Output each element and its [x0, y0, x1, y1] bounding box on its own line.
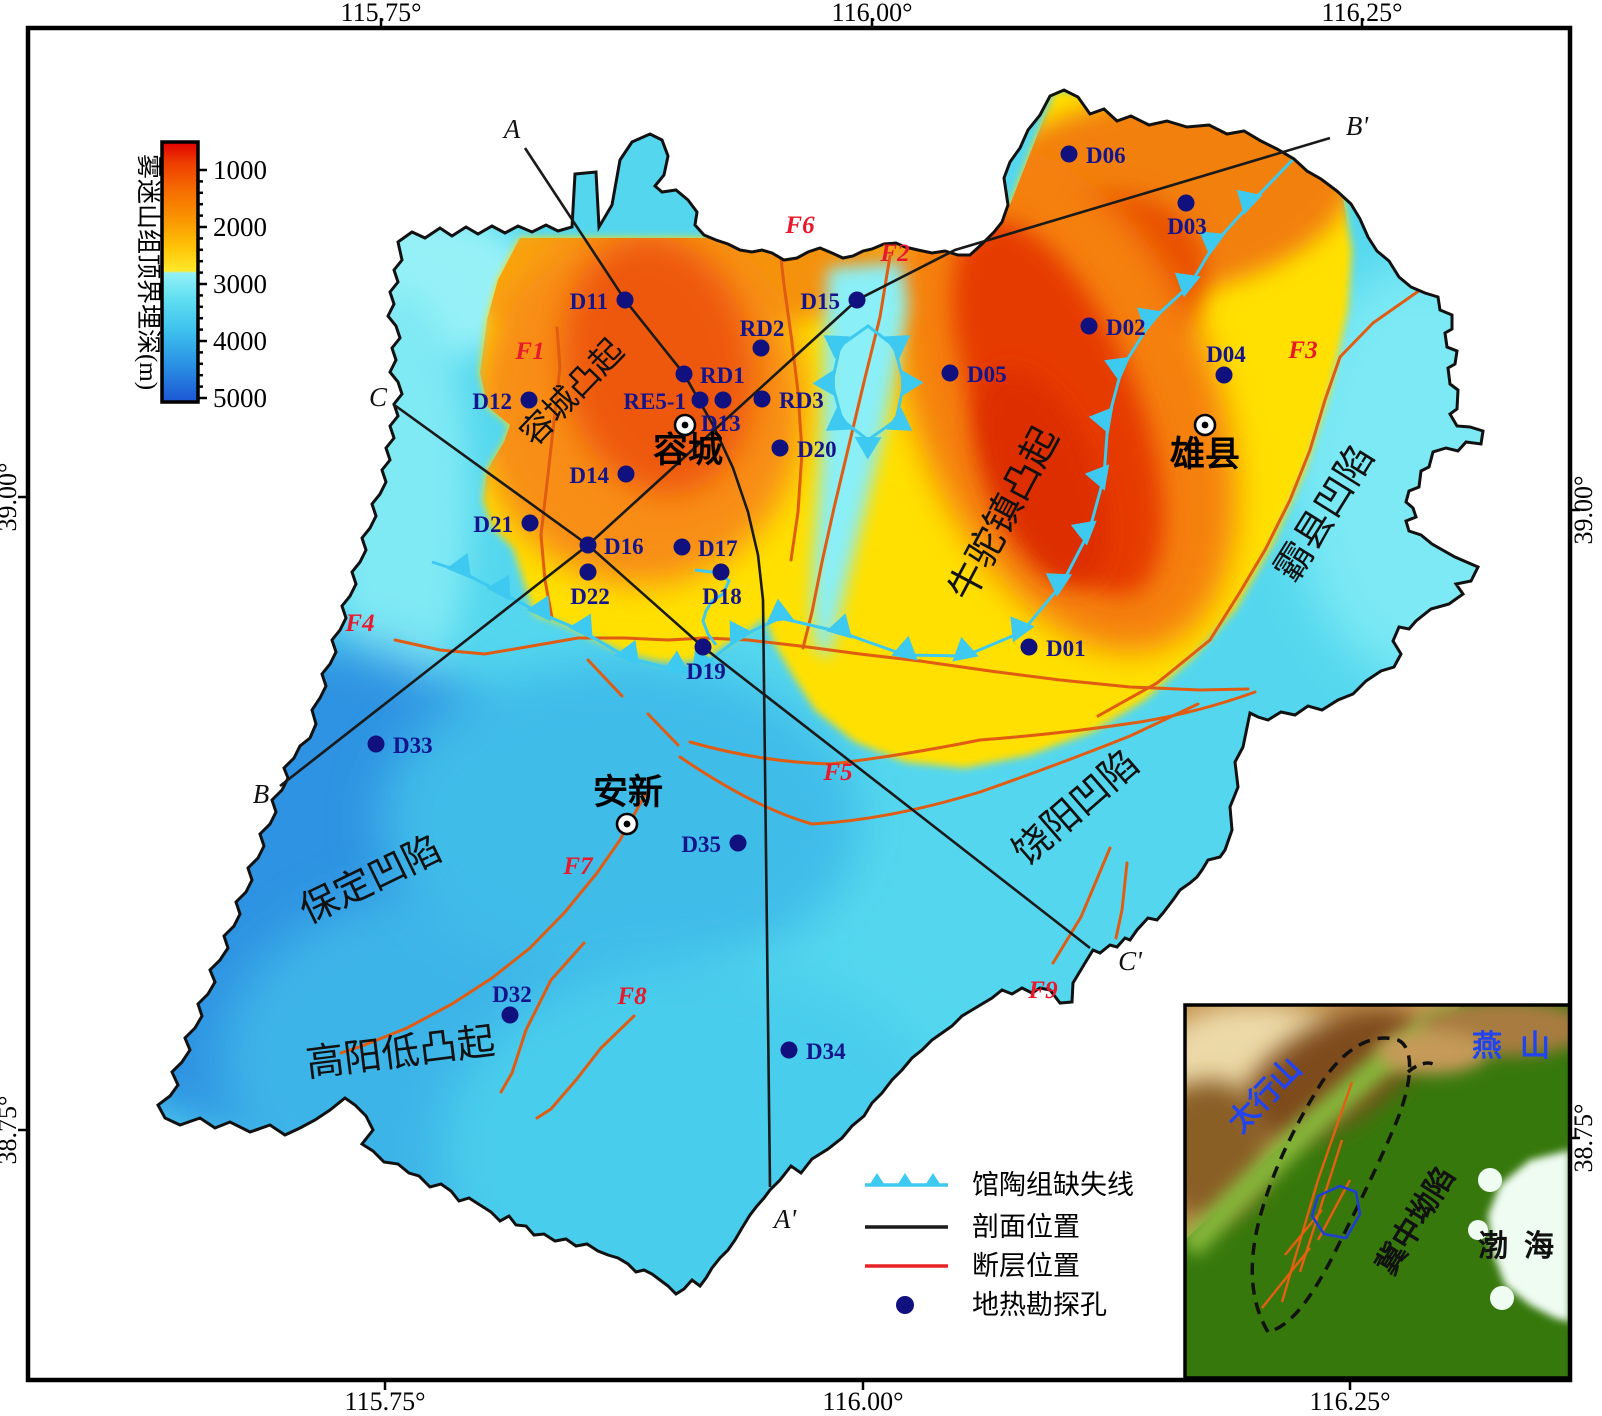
fault-label-F9: F9 [1027, 977, 1058, 1004]
well-label-D02: D02 [1106, 315, 1146, 340]
well-label-D21: D21 [473, 512, 513, 537]
axis-label-top-2: 116.25° [1322, 0, 1403, 27]
well-dots [367, 145, 1233, 1059]
section-label-A: A [502, 114, 521, 144]
section-line-A [523, 147, 772, 1188]
fault-label-F1: F1 [514, 338, 544, 365]
inset-depression-boundary [1250, 1036, 1412, 1335]
colorbar-tick-label-3: 4000 [213, 326, 267, 356]
colorbar-tick-label-4: 5000 [213, 383, 267, 413]
well-labels: D01 D02 D03 D04 D05 D06 D11 D12 D13 D14 … [393, 143, 1246, 1064]
well-label-D01: D01 [1046, 636, 1086, 661]
well-label-D35: D35 [681, 832, 721, 857]
well-label-RE5-1: RE5-1 [623, 389, 686, 414]
legend-missing-line-symbol [865, 1173, 948, 1187]
city-symbol-xiongxian [1193, 413, 1217, 437]
well-label-D19: D19 [686, 659, 726, 684]
city-label-anxin: 安新 [593, 773, 663, 812]
section-label-C: C [369, 382, 388, 412]
map-boundary [156, 88, 1485, 1296]
city-label-rongcheng: 容城 [653, 431, 723, 470]
section-label-A2: A' [772, 1204, 797, 1234]
well-label-D12: D12 [472, 389, 512, 414]
axis-label-right-1: 38.75° [1569, 1104, 1598, 1173]
well-label-D04: D04 [1206, 342, 1246, 367]
well-label-D20: D20 [797, 437, 837, 462]
colorbar-tick-label-0: 1000 [213, 155, 267, 185]
city-label-xiongxian: 雄县 [1170, 435, 1240, 474]
well-label-D17: D17 [698, 536, 738, 561]
axis-label-bottom-1: 116.00° [823, 1387, 904, 1416]
section-label-B: B [253, 779, 270, 809]
inset-study-area-outline [1310, 1184, 1362, 1240]
axis-label-top-0: 115.75° [341, 0, 422, 27]
section-label-C2: C' [1118, 946, 1143, 976]
inset-fault-lines [1261, 1081, 1354, 1309]
axis-label-top-1: 116.00° [832, 0, 913, 27]
fault-label-F2: F2 [879, 240, 909, 267]
axis-label-right-0: 39.00° [1569, 476, 1598, 545]
fault-label-F3: F3 [1287, 337, 1317, 364]
well-label-D03: D03 [1167, 214, 1207, 239]
well-label-D18: D18 [702, 584, 742, 609]
well-label-D32: D32 [492, 982, 532, 1007]
fault-label-F7: F7 [562, 853, 594, 880]
legend-well-dot-symbol [896, 1296, 914, 1314]
axis-label-left-1: 38.75° [0, 1096, 22, 1165]
well-label-D13: D13 [701, 411, 741, 436]
fault-label-F8: F8 [616, 983, 647, 1010]
well-label-D22: D22 [570, 584, 610, 609]
city-symbol-rongcheng [673, 413, 697, 437]
colorbar-tick-label-1: 2000 [213, 212, 267, 242]
colorbar: 1000 2000 3000 4000 5000 雾迷山组顶界埋深(m) [134, 140, 267, 413]
well-label-D06: D06 [1086, 143, 1126, 168]
well-label-D33: D33 [393, 733, 433, 758]
well-label-D15: D15 [800, 289, 840, 314]
section-label-B2: B' [1346, 111, 1369, 141]
well-label-RD3: RD3 [779, 388, 824, 413]
axis-label-left-0: 39.00° [0, 463, 22, 532]
well-label-D14: D14 [569, 463, 609, 488]
well-label-D34: D34 [806, 1039, 846, 1064]
axis-label-bottom-2: 116.25° [1310, 1387, 1391, 1416]
city-symbol-anxin [615, 812, 639, 836]
legend-label-well: 地热勘探孔 [972, 1290, 1107, 1320]
inset-map: 太行山 燕山 渤海 冀中坳陷 [1183, 1003, 1572, 1380]
fault-label-F5: F5 [822, 759, 852, 786]
well-label-RD1: RD1 [700, 363, 745, 388]
inset-label-yanshan: 燕山 [1472, 1030, 1568, 1063]
legend-label-missing-line: 馆陶组缺失线 [972, 1170, 1134, 1200]
well-label-RD2: RD2 [740, 316, 785, 341]
map-legend: 馆陶组缺失线 剖面位置 断层位置 地热勘探孔 [865, 1170, 1134, 1320]
well-label-D16: D16 [604, 534, 644, 559]
fault-label-F4: F4 [344, 610, 374, 637]
fault-label-F6: F6 [784, 212, 815, 239]
map-frame [25, 25, 1573, 1383]
legend-label-fault-line: 断层位置 [972, 1251, 1080, 1281]
well-label-D05: D05 [967, 362, 1007, 387]
city-symbols [615, 413, 1217, 836]
axis-ticks [18, 18, 1580, 1390]
colorbar-title: 雾迷山组顶界埋深(m) [134, 154, 162, 390]
inset-label-bohai: 渤海 [1478, 1230, 1570, 1263]
legend-label-section-line: 剖面位置 [972, 1212, 1080, 1242]
well-label-D11: D11 [570, 289, 608, 314]
axis-label-bottom-0: 115.75° [345, 1387, 426, 1416]
colorbar-tick-label-2: 3000 [213, 269, 267, 299]
